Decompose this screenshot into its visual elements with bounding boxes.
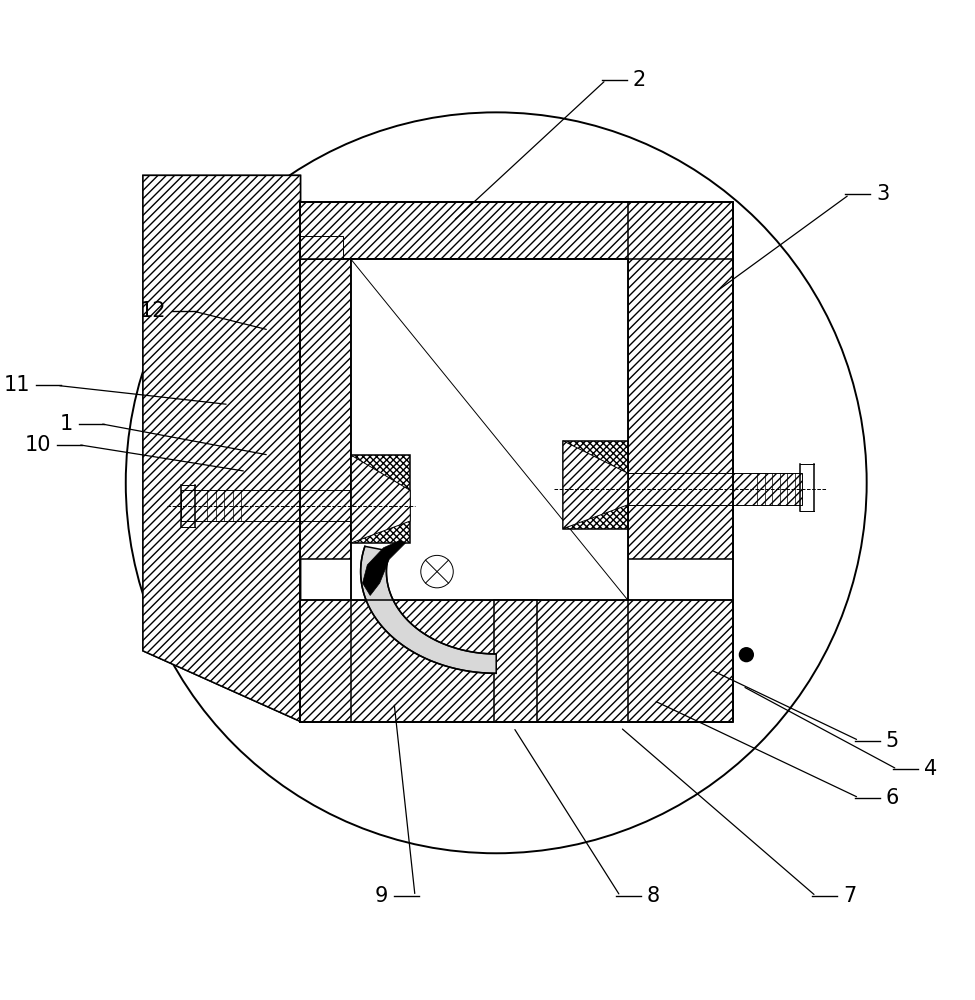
Circle shape — [739, 647, 754, 662]
Bar — [351, 455, 410, 543]
Text: 6: 6 — [885, 788, 899, 808]
Text: 10: 10 — [24, 435, 52, 455]
Polygon shape — [143, 175, 300, 722]
Circle shape — [126, 112, 867, 853]
Bar — [351, 259, 628, 600]
Text: 9: 9 — [375, 886, 388, 906]
Polygon shape — [361, 546, 496, 673]
Bar — [628, 473, 801, 505]
Text: 1: 1 — [60, 414, 73, 434]
Bar — [300, 202, 733, 259]
Polygon shape — [351, 455, 410, 543]
Text: 7: 7 — [842, 886, 856, 906]
Text: 5: 5 — [885, 731, 899, 751]
Circle shape — [421, 555, 453, 588]
Text: 11: 11 — [4, 375, 30, 395]
Text: 12: 12 — [139, 301, 166, 321]
Bar — [181, 490, 351, 521]
Text: 2: 2 — [633, 70, 646, 90]
Bar — [494, 600, 537, 722]
Text: 4: 4 — [924, 759, 937, 779]
Polygon shape — [143, 175, 300, 722]
Polygon shape — [363, 540, 406, 595]
Polygon shape — [563, 441, 628, 529]
Bar — [628, 202, 733, 559]
Text: 8: 8 — [647, 886, 660, 906]
Bar — [300, 259, 351, 559]
Text: 3: 3 — [877, 184, 889, 204]
Bar — [563, 441, 628, 529]
Bar — [300, 600, 733, 722]
Bar — [300, 236, 343, 259]
